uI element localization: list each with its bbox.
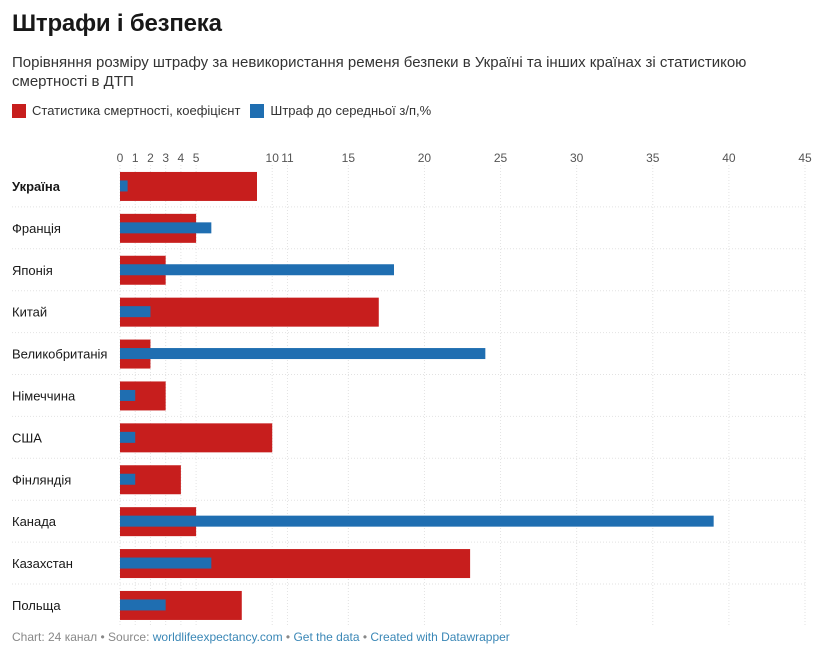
- bar-fine-5: [120, 389, 136, 401]
- bar-fine-8: [120, 515, 714, 527]
- category-label-9: Казахстан: [12, 556, 73, 571]
- tick-label-45: 45: [798, 151, 812, 165]
- category-label-10: Польща: [12, 598, 61, 613]
- bar-fine-4: [120, 348, 486, 360]
- category-label-8: Канада: [12, 514, 57, 529]
- bar-fine-6: [120, 431, 136, 443]
- datawrapper-link[interactable]: Created with Datawrapper: [370, 630, 510, 644]
- tick-label-35: 35: [646, 151, 660, 165]
- bar-fine-7: [120, 473, 136, 485]
- tick-label-15: 15: [342, 151, 356, 165]
- chart-title: Штрафи і безпека: [12, 10, 222, 37]
- bar-fine-2: [120, 264, 394, 276]
- tick-label-10: 10: [266, 151, 280, 165]
- footer-prefix: Chart: 24 канал • Source:: [12, 630, 153, 644]
- footer: Chart: 24 канал • Source: worldlifeexpec…: [12, 630, 510, 644]
- bar-mortality-3: [120, 297, 379, 327]
- tick-label-25: 25: [494, 151, 508, 165]
- category-label-7: Фінляндія: [12, 472, 71, 487]
- footer-sep-2: •: [359, 630, 371, 644]
- footer-sep-1: •: [282, 630, 294, 644]
- category-label-5: Німеччина: [12, 388, 76, 403]
- tick-label-2: 2: [147, 151, 154, 165]
- category-label-2: Японія: [12, 263, 53, 278]
- category-label-3: Китай: [12, 305, 47, 320]
- category-label-4: Великобританія: [12, 347, 107, 362]
- legend-label-fine: Штраф до середньої з/п,%: [270, 103, 432, 118]
- tick-label-1: 1: [132, 151, 139, 165]
- category-label-1: Франція: [12, 221, 61, 236]
- legend-item-mortality: Статистика смертності, коефіцієнт: [12, 103, 240, 118]
- tick-label-3: 3: [162, 151, 169, 165]
- legend-swatch-fine: [250, 103, 265, 118]
- bar-fine-1: [120, 222, 212, 234]
- legend-item-fine: Штраф до середньої з/п,%: [250, 103, 431, 118]
- tick-label-20: 20: [418, 151, 432, 165]
- category-label-0: Україна: [12, 179, 61, 194]
- legend: Статистика смертності, коефіцієнт Штраф …: [12, 103, 441, 118]
- bar-fine-0: [120, 180, 128, 192]
- bar-fine-9: [120, 557, 212, 569]
- tick-label-40: 40: [722, 151, 736, 165]
- category-label-6: США: [12, 430, 42, 445]
- legend-swatch-mortality: [12, 103, 26, 118]
- source-link[interactable]: worldlifeexpectancy.com: [152, 630, 283, 644]
- legend-label-mortality: Статистика смертності, коефіцієнт: [32, 103, 241, 118]
- bar-mortality-0: [120, 171, 257, 201]
- bar-fine-10: [120, 599, 166, 611]
- bar-chart: 0 1 2 3 4 5 10 11 15 20 25 30 35 40 45УкраїнаФранціяЯп…: [12, 151, 812, 625]
- chart-subtitle: Порівняння розміру штрафу за невикориста…: [12, 54, 747, 90]
- tick-label-30: 30: [570, 151, 584, 165]
- tick-label-0: 0: [117, 151, 124, 165]
- tick-label-5: 5: [193, 151, 200, 165]
- tick-label-4: 4: [178, 151, 185, 165]
- get-data-link[interactable]: Get the data: [293, 630, 360, 644]
- tick-label-11: 11: [281, 151, 294, 165]
- bar-fine-3: [120, 306, 151, 318]
- bar-mortality-6: [120, 423, 273, 453]
